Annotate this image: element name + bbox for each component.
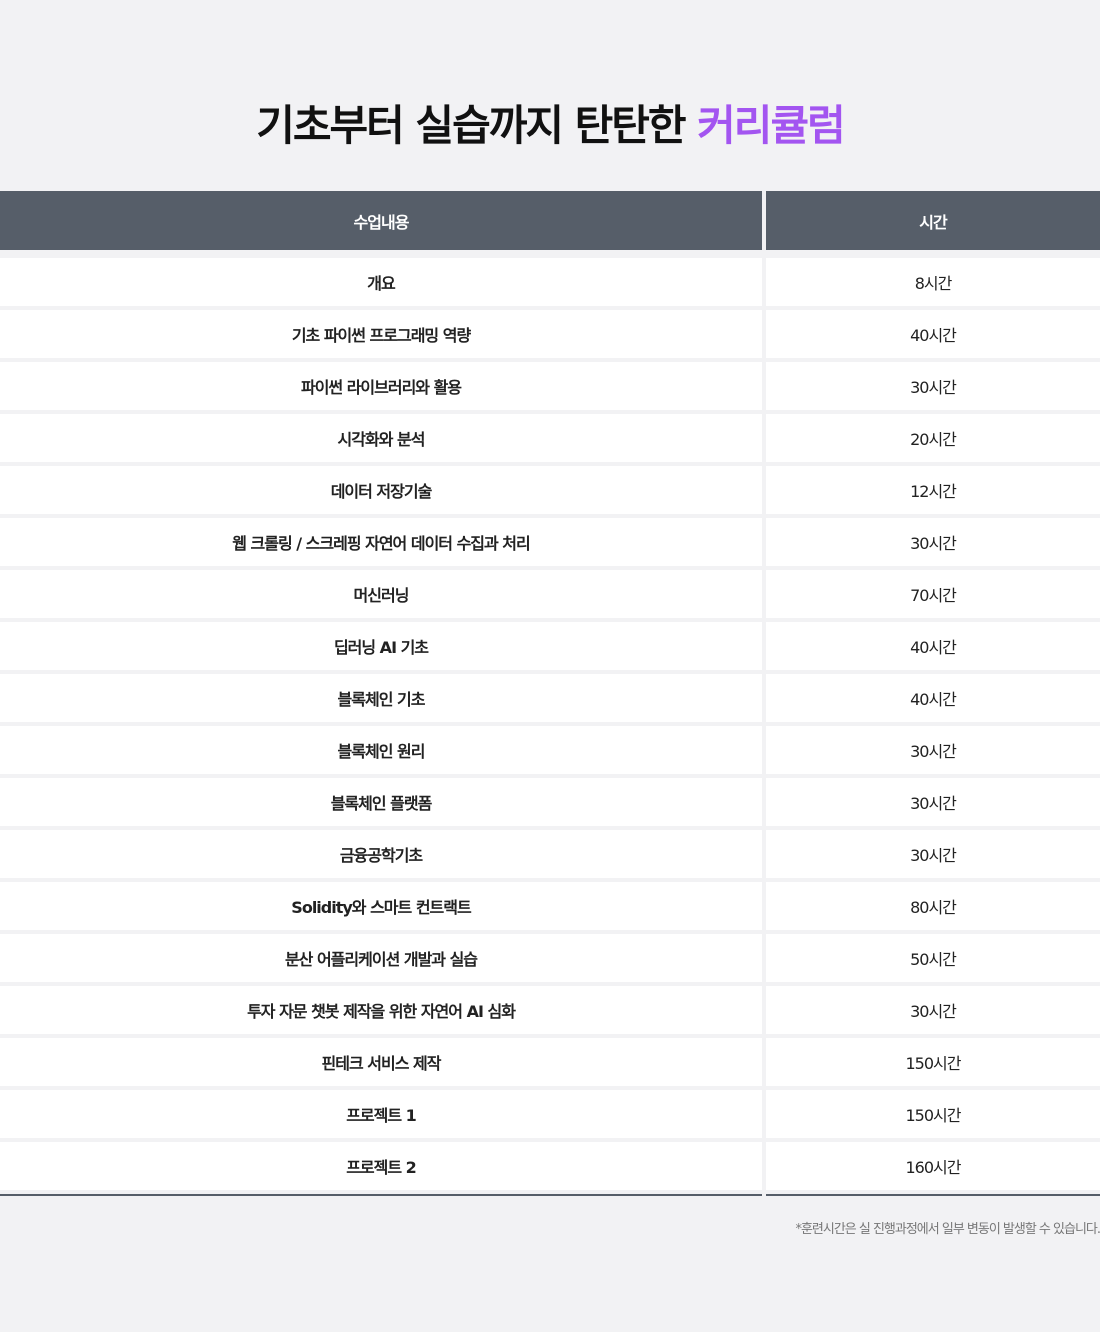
course-hours: 30시간 [766,778,1100,826]
course-hours: 70시간 [766,570,1100,618]
table-row: 파이썬 라이브러리와 활용 30시간 [0,362,1100,410]
course-name: 시각화와 분석 [0,414,762,462]
course-name: 프로젝트 2 [0,1142,762,1190]
course-name: 데이터 저장기술 [0,466,762,514]
course-name: 웹 크롤링 / 스크레핑 자연어 데이터 수집과 처리 [0,518,762,566]
table-row: 머신러닝 70시간 [0,570,1100,618]
course-name: 핀테크 서비스 제작 [0,1038,762,1086]
course-name: Solidity와 스마트 컨트랙트 [0,882,762,930]
course-hours: 150시간 [766,1038,1100,1086]
course-name: 기초 파이썬 프로그래밍 역량 [0,310,762,358]
course-hours: 40시간 [766,310,1100,358]
course-name: 머신러닝 [0,570,762,618]
table-row: 기초 파이썬 프로그래밍 역량 40시간 [0,310,1100,358]
course-hours: 30시간 [766,518,1100,566]
course-hours: 12시간 [766,466,1100,514]
title-highlight: 커리큘럼 [697,101,846,150]
course-hours: 150시간 [766,1090,1100,1138]
course-name: 블록체인 플랫폼 [0,778,762,826]
curriculum-table: 수업내용 시간 개요 8시간 기초 파이썬 프로그래밍 역량 40시간 파이썬 라이브러… [0,191,1100,1196]
course-hours: 20시간 [766,414,1100,462]
course-name: 딥러닝 AI 기초 [0,622,762,670]
table-row: 분산 어플리케이션 개발과 실습 50시간 [0,934,1100,982]
table-row: 블록체인 원리 30시간 [0,726,1100,774]
course-name: 프로젝트 1 [0,1090,762,1138]
course-hours: 30시간 [766,830,1100,878]
table-row: 투자 자문 챗봇 제작을 위한 자연어 AI 심화 30시간 [0,986,1100,1034]
table-row: 핀테크 서비스 제작 150시간 [0,1038,1100,1086]
header-hours: 시간 [766,191,1100,250]
footnote: *훈련시간은 실 진행과정에서 일부 변동이 발생할 수 있습니다. [795,1222,1100,1237]
table-row: 프로젝트 2 160시간 [0,1142,1100,1190]
page-title: 기초부터 실습까지 탄탄한 커리큘럼 [0,92,1100,153]
table-row: 딥러닝 AI 기초 40시간 [0,622,1100,670]
course-name: 개요 [0,258,762,306]
table-row: 금융공학기초 30시간 [0,830,1100,878]
table-row: 데이터 저장기술 12시간 [0,466,1100,514]
table-row: Solidity와 스마트 컨트랙트 80시간 [0,882,1100,930]
header-content: 수업내용 [0,191,762,250]
table-row: 블록체인 기초 40시간 [0,674,1100,722]
table-header: 수업내용 시간 [0,191,1100,250]
course-hours: 30시간 [766,726,1100,774]
course-name: 분산 어플리케이션 개발과 실습 [0,934,762,982]
course-hours: 80시간 [766,882,1100,930]
course-name: 파이썬 라이브러리와 활용 [0,362,762,410]
table-bottom-border [0,1194,1100,1196]
table-row: 시각화와 분석 20시간 [0,414,1100,462]
course-hours: 8시간 [766,258,1100,306]
course-name: 블록체인 기초 [0,674,762,722]
table-row: 프로젝트 1 150시간 [0,1090,1100,1138]
table-row: 블록체인 플랫폼 30시간 [0,778,1100,826]
course-name: 블록체인 원리 [0,726,762,774]
course-hours: 30시간 [766,986,1100,1034]
course-hours: 50시간 [766,934,1100,982]
course-name: 금융공학기초 [0,830,762,878]
table-row: 개요 8시간 [0,258,1100,306]
course-hours: 30시간 [766,362,1100,410]
table-row: 웹 크롤링 / 스크레핑 자연어 데이터 수집과 처리 30시간 [0,518,1100,566]
title-main: 기초부터 실습까지 탄탄한 [256,101,698,150]
course-hours: 40시간 [766,674,1100,722]
course-hours: 40시간 [766,622,1100,670]
course-name: 투자 자문 챗봇 제작을 위한 자연어 AI 심화 [0,986,762,1034]
course-hours: 160시간 [766,1142,1100,1190]
